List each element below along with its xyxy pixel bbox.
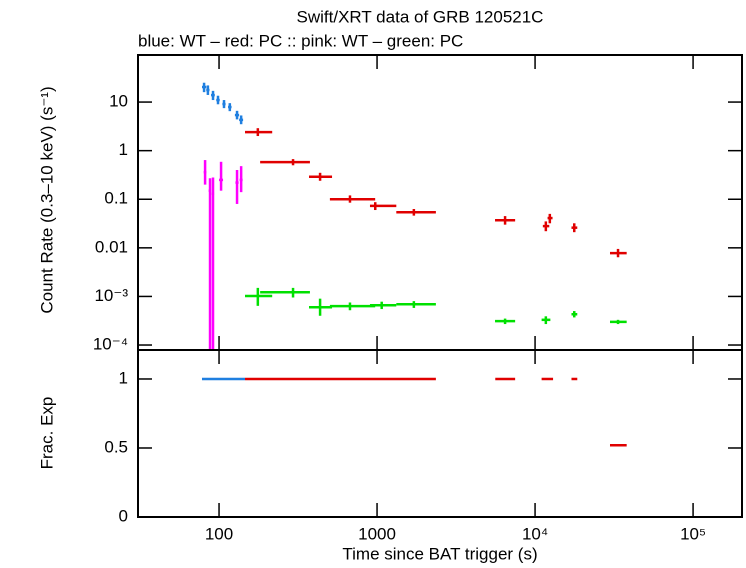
y-tick-label: 0.5 xyxy=(104,437,128,456)
chart-title: Swift/XRT data of GRB 120521C xyxy=(297,7,544,26)
y-axis-title: Frac. Exp xyxy=(37,397,56,470)
y-tick-label: 10 xyxy=(109,92,128,111)
plot-frame xyxy=(137,349,743,518)
x-axis-title: Time since BAT trigger (s) xyxy=(342,544,537,563)
plot-frame xyxy=(137,54,743,351)
y-tick-label: 1 xyxy=(119,368,128,387)
chart-subtitle: blue: WT – red: PC :: pink: WT – green: … xyxy=(138,31,463,50)
y-tick-label: 0.01 xyxy=(95,237,128,256)
y-tick-label: 0 xyxy=(119,506,128,525)
y-tick-label: 1 xyxy=(119,140,128,159)
y-tick-label: 0.1 xyxy=(104,189,128,208)
y-tick-label: 10⁻⁴ xyxy=(93,335,128,354)
y-tick-label: 10⁻³ xyxy=(94,286,128,305)
y-axis-title: Count Rate (0.3–10 keV) (s⁻¹) xyxy=(37,86,56,313)
x-tick-label: 1000 xyxy=(358,524,396,543)
x-tick-label: 10⁴ xyxy=(522,524,548,543)
x-tick-label: 100 xyxy=(205,524,233,543)
x-tick-label: 10⁵ xyxy=(680,524,706,543)
